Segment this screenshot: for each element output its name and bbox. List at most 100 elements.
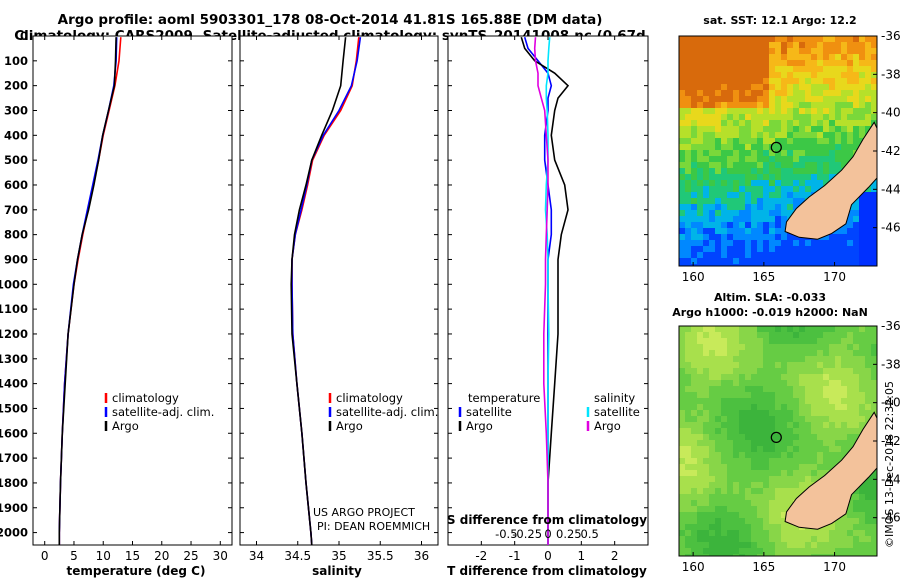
map-cell <box>817 54 824 61</box>
map-cell <box>751 512 758 519</box>
map-cell <box>799 380 806 387</box>
map-cell <box>841 428 848 435</box>
map-cell <box>685 150 692 157</box>
map-cell <box>865 228 872 235</box>
map-cell <box>805 132 812 139</box>
map-cell <box>787 410 794 417</box>
map-cell <box>793 156 800 163</box>
map-cell <box>745 192 752 199</box>
legend-title-temperature: temperature <box>468 391 540 405</box>
map-cell <box>847 210 854 217</box>
map-cell <box>721 108 728 115</box>
map-cell <box>703 66 710 73</box>
map-cell <box>835 264 842 266</box>
plot-frame <box>32 35 233 546</box>
map-cell <box>817 416 824 423</box>
map-cell <box>751 252 758 259</box>
map-cell <box>703 446 710 453</box>
map-cell <box>805 180 812 187</box>
map-cell <box>739 530 746 537</box>
map-cell <box>727 246 734 253</box>
map-cell <box>841 554 848 556</box>
map-cell <box>823 344 830 351</box>
series-line <box>520 36 570 545</box>
map-cell <box>751 246 758 253</box>
map-cell <box>715 404 722 411</box>
map-cell <box>763 216 770 223</box>
map-cell <box>727 156 734 163</box>
map-cell <box>805 332 812 339</box>
map-cell <box>715 458 722 465</box>
map-cell <box>757 380 764 387</box>
map-cell <box>841 362 848 369</box>
map-cell <box>727 332 734 339</box>
map-cell <box>817 422 824 429</box>
map-cell <box>679 446 686 453</box>
map-cell <box>715 386 722 393</box>
map-cell <box>823 132 830 139</box>
depth-tick-label: 1600 <box>0 426 28 440</box>
map-cell <box>799 434 806 441</box>
map-cell <box>799 108 806 115</box>
map-cell <box>757 42 764 49</box>
map-cell <box>787 530 794 537</box>
map-cell <box>793 482 800 489</box>
map-cell <box>823 96 830 103</box>
map-cell <box>697 138 704 145</box>
map-cell <box>829 362 836 369</box>
map-cell <box>853 512 860 519</box>
map-cell <box>709 518 716 525</box>
map-cell <box>817 90 824 97</box>
map-cell <box>871 84 877 91</box>
map-cell <box>703 156 710 163</box>
map-cell <box>721 204 728 211</box>
map-y-label: -36 <box>881 319 900 333</box>
map-cell <box>685 482 692 489</box>
map-cell <box>817 138 824 145</box>
map-cell <box>733 368 740 375</box>
map-cell <box>835 84 842 91</box>
map-cell <box>775 216 782 223</box>
map-cell <box>679 392 686 399</box>
x-tick-label: 35.5 <box>367 549 394 563</box>
map-cell <box>745 398 752 405</box>
map-cell <box>745 258 752 265</box>
map-cell <box>745 174 752 181</box>
map-cell <box>871 326 877 333</box>
map-cell <box>787 500 794 507</box>
map-cell <box>763 392 770 399</box>
map-cell <box>691 120 698 127</box>
map-cell <box>835 246 842 253</box>
map-cell <box>865 344 872 351</box>
map-cell <box>787 120 794 127</box>
map-cell <box>781 48 788 55</box>
map-cell <box>715 162 722 169</box>
map-cell <box>733 476 740 483</box>
map-cell <box>697 452 704 459</box>
map-cell <box>751 84 758 91</box>
map-cell <box>745 512 752 519</box>
map-cell <box>787 326 794 333</box>
map-cell <box>811 150 818 157</box>
map-cell <box>823 48 830 55</box>
map-cell <box>775 404 782 411</box>
map-cell <box>829 42 836 49</box>
map-cell <box>781 356 788 363</box>
map-cell <box>841 156 848 163</box>
map-cell <box>817 530 824 537</box>
map-cell <box>847 258 854 265</box>
map-cell <box>703 512 710 519</box>
map-cell <box>727 398 734 405</box>
map-cell <box>799 416 806 423</box>
map-cell <box>823 240 830 247</box>
map-cell <box>691 258 698 265</box>
map-cell <box>829 264 836 266</box>
map-x-label: 170 <box>823 270 846 284</box>
map-cell <box>799 48 806 55</box>
map-cell <box>787 144 794 151</box>
map-cell <box>745 476 752 483</box>
map-cell <box>847 446 854 453</box>
map-cell <box>751 422 758 429</box>
map-cell <box>709 434 716 441</box>
map-cell <box>763 66 770 73</box>
